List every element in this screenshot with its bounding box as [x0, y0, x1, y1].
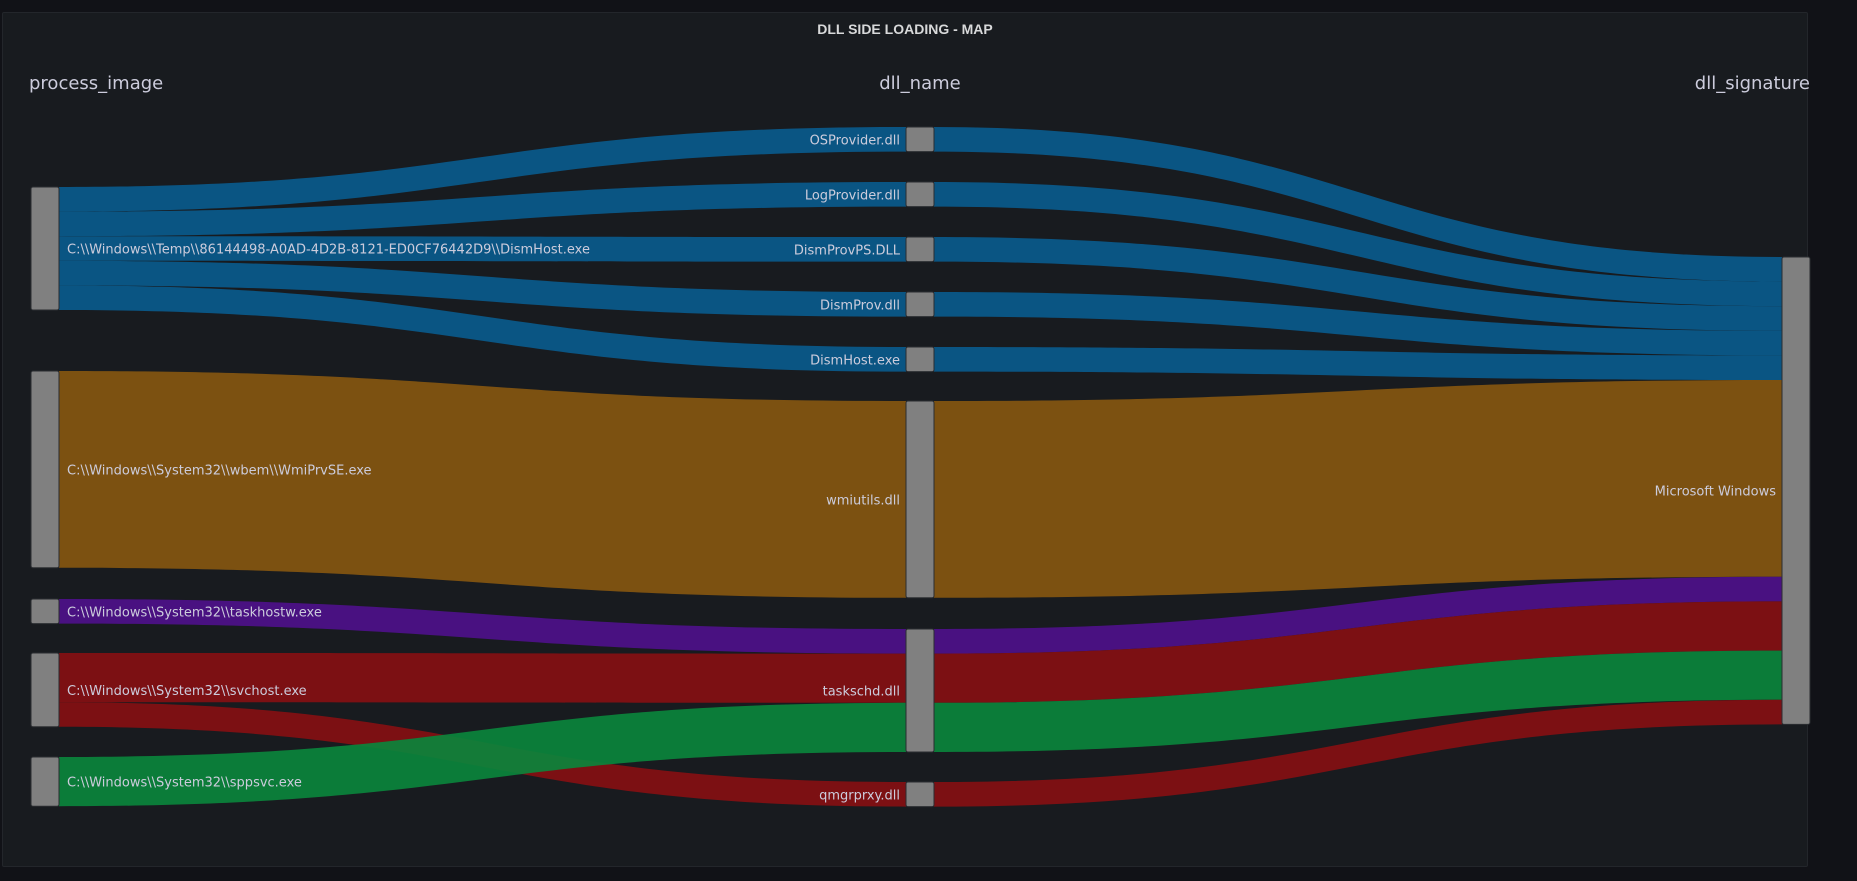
- sankey-link-process-dll[interactable]: [59, 599, 906, 654]
- dll-node-label: OSProvider.dll: [810, 133, 900, 148]
- sankey-link-dll-signature[interactable]: [934, 650, 1782, 752]
- sankey-link-dll-signature[interactable]: [934, 380, 1782, 598]
- panel-title[interactable]: DLL SIDE LOADING - MAP: [817, 21, 993, 37]
- sankey-link-dll-signature[interactable]: [934, 182, 1782, 307]
- sankey-link-dll-signature[interactable]: [934, 576, 1782, 654]
- sankey-links: [59, 127, 1782, 807]
- process-node-label: C:\\Windows\\System32\\sppsvc.exe: [67, 776, 302, 791]
- sankey-link-process-dll[interactable]: [59, 285, 906, 372]
- dll-node[interactable]: [905, 346, 935, 373]
- process-node-label: C:\\Windows\\System32\\taskhostw.exe: [67, 605, 322, 620]
- process-node[interactable]: [30, 652, 60, 728]
- signature-node[interactable]: [1781, 256, 1811, 725]
- dll-node[interactable]: [905, 291, 935, 318]
- dll-node-label: DismProvPS.DLL: [794, 243, 901, 258]
- process-node-label: C:\\Windows\\Temp\\86144498-A0AD-4D2B-81…: [67, 243, 590, 258]
- sankey-labels: C:\\Windows\\Temp\\86144498-A0AD-4D2B-81…: [29, 73, 1810, 803]
- dll-node-label: DismProv.dll: [820, 298, 900, 313]
- sankey-link-process-dll[interactable]: [59, 653, 906, 703]
- sankey-link-process-dll[interactable]: [59, 260, 906, 317]
- sankey-link-process-dll[interactable]: [59, 702, 906, 807]
- process-node[interactable]: [30, 186, 60, 311]
- sankey-link-dll-signature[interactable]: [934, 347, 1782, 380]
- sankey-link-dll-signature[interactable]: [934, 699, 1782, 807]
- process-node-label: C:\\Windows\\System32\\svchost.exe: [67, 684, 307, 699]
- sankey-link-dll-signature[interactable]: [934, 601, 1782, 703]
- process-node-label: C:\\Windows\\System32\\wbem\\WmiPrvSE.ex…: [67, 463, 372, 478]
- column-header-process-image: process_image: [29, 73, 163, 94]
- sankey-link-dll-signature[interactable]: [934, 292, 1782, 356]
- sankey-link-process-dll[interactable]: [59, 371, 906, 598]
- sankey-link-process-dll[interactable]: [59, 127, 906, 212]
- process-node[interactable]: [30, 598, 60, 625]
- dll-node-label: qmgrprxy.dll: [819, 788, 900, 803]
- dll-node[interactable]: [905, 181, 935, 208]
- dll-node-label: wmiutils.dll: [826, 493, 900, 508]
- dll-node-label: taskschd.dll: [823, 685, 900, 700]
- dll-node-label: LogProvider.dll: [805, 188, 900, 203]
- sankey-link-process-dll[interactable]: [59, 236, 906, 262]
- column-header-dll-signature: dll_signature: [1695, 73, 1810, 94]
- process-node[interactable]: [30, 370, 60, 569]
- sankey-link-dll-signature[interactable]: [934, 237, 1782, 331]
- dll-node[interactable]: [905, 781, 935, 808]
- dll-node-label: DismHost.exe: [810, 353, 900, 368]
- sankey-link-dll-signature[interactable]: [934, 127, 1782, 282]
- dll-node[interactable]: [905, 628, 935, 753]
- dll-node[interactable]: [905, 236, 935, 263]
- sankey-nodes: [30, 126, 1811, 808]
- dll-node[interactable]: [905, 400, 935, 599]
- dll-node[interactable]: [905, 126, 935, 153]
- column-header-dll-name: dll_name: [879, 73, 960, 94]
- sankey-link-process-dll[interactable]: [59, 182, 906, 237]
- process-node[interactable]: [30, 756, 60, 807]
- signature-node-label: Microsoft Windows: [1655, 485, 1777, 500]
